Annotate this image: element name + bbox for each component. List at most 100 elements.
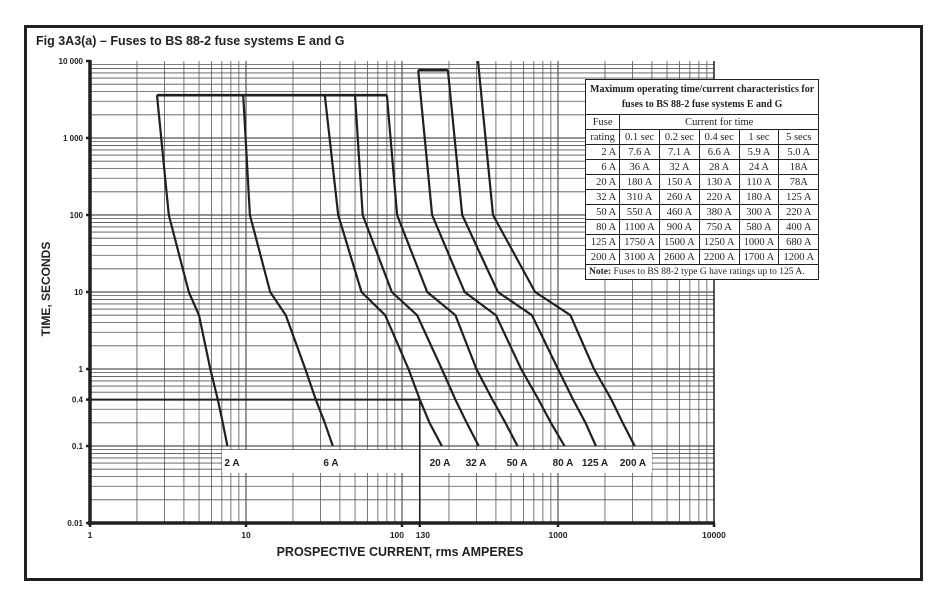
current-cell: 260 A (659, 189, 700, 205)
table-row: 20 A 180 A 150 A 130 A 110 A 78A (584, 174, 820, 190)
curve-label: 32 A (466, 458, 487, 469)
current-cell: 1200 A (778, 249, 820, 265)
y-tick-label: 0.1 (72, 442, 84, 451)
curve-label-band (222, 450, 652, 473)
figure-title: Fig 3A3(a) – Fuses to BS 88-2 fuse syste… (36, 34, 345, 48)
table-row: 200 A 3100 A 2600 A 2200 A 1700 A 1200 A (584, 249, 820, 265)
y-tick-label: 0.01 (67, 519, 83, 528)
fuse-rating-cell: 20 A (584, 174, 621, 190)
current-cell: 18A (778, 159, 820, 175)
current-cell: 28 A (698, 159, 740, 175)
x-tick-label: 1 (88, 530, 93, 540)
current-cell: 3100 A (619, 249, 661, 265)
y-tick-label: 100 (70, 211, 84, 220)
current-cell: 300 A (738, 204, 780, 220)
caption-line-2: fuses to BS 88-2 fuse systems E and G (621, 99, 783, 110)
current-cell: 1750 A (619, 234, 661, 250)
fuse-curve-125a (446, 70, 597, 447)
note-text: Fuses to BS 88-2 type G have ratings up … (611, 266, 805, 277)
current-cell: 24 A (738, 159, 780, 175)
current-cell: 2600 A (659, 249, 700, 265)
current-cell: 1000 A (738, 234, 780, 250)
current-cell: 78A (778, 174, 820, 190)
y-tick-label: 1 000 (63, 134, 84, 143)
current-for-time-header: Current for time (619, 114, 820, 130)
curve-label: 200 A (620, 458, 646, 469)
current-cell: 180 A (738, 189, 780, 205)
column-header: 1 sec (738, 129, 780, 145)
table-row: 2 A 7.6 A 7.1 A 6.6 A 5.9 A 5.0 A (584, 144, 820, 160)
current-cell: 32 A (659, 159, 700, 175)
fuse-rating-cell: 200 A (584, 249, 621, 265)
x-axis-title: PROSPECTIVE CURRENT, rms AMPERES (276, 545, 524, 559)
figure-frame (24, 25, 923, 581)
current-cell: 36 A (619, 159, 661, 175)
current-cell: 380 A (698, 204, 740, 220)
fuse-curve-50a (385, 95, 519, 447)
column-header: 0.1 sec (619, 129, 661, 145)
fuse-curve-200a (476, 60, 636, 447)
y-tick-label: 10 (74, 288, 83, 297)
curve-label: 125 A (582, 458, 608, 469)
current-cell: 220 A (778, 204, 820, 220)
fuse-rating-cell: 32 A (584, 189, 621, 205)
current-cell: 125 A (778, 189, 820, 205)
current-cell: 7.6 A (619, 144, 661, 160)
current-cell: 5.9 A (738, 144, 780, 160)
note-label: Note: (589, 266, 612, 277)
current-cell: 310 A (619, 189, 661, 205)
curve-label: 2 A (224, 458, 239, 469)
table-row: 32 A 310 A 260 A 220 A 180 A 125 A (584, 189, 820, 205)
current-cell: 1700 A (738, 249, 780, 265)
rating-header: rating (584, 129, 621, 145)
fuse-rating-cell: 6 A (584, 159, 621, 175)
characteristics-table: Maximum operating time/current character… (584, 79, 820, 280)
column-header: 5 secs (778, 129, 820, 145)
current-cell: 5.0 A (778, 144, 820, 160)
column-header: 0.2 sec (659, 129, 700, 145)
fuse-curve-80a (417, 70, 566, 447)
x-tick-label: 10 (241, 530, 251, 540)
fuse-curve-20a (323, 95, 443, 447)
column-header: 0.4 sec (698, 129, 740, 145)
table-note: Note: Fuses to BS 88-2 type G have ratin… (584, 264, 820, 280)
current-cell: 130 A (698, 174, 740, 190)
curve-label: 20 A (430, 458, 451, 469)
current-cell: 6.6 A (698, 144, 740, 160)
current-cell: 150 A (659, 174, 700, 190)
x-tick-label: 100 (390, 530, 404, 540)
x-tick-label: 10000 (702, 530, 726, 540)
fuse-rating-cell: 125 A (584, 234, 621, 250)
current-cell: 1250 A (698, 234, 740, 250)
current-cell: 220 A (698, 189, 740, 205)
y-tick-label: 0.4 (72, 396, 84, 405)
current-cell: 750 A (698, 219, 740, 235)
y-tick-label: 1 (79, 365, 84, 374)
current-cell: 2200 A (698, 249, 740, 265)
current-cell: 400 A (778, 219, 820, 235)
current-cell: 7.1 A (659, 144, 700, 160)
current-cell: 1500 A (659, 234, 700, 250)
fuse-rating-cell: 2 A (584, 144, 621, 160)
caption-line-1: Maximum operating time/current character… (590, 84, 815, 95)
fuse-rating-cell: 80 A (584, 219, 621, 235)
current-cell: 680 A (778, 234, 820, 250)
current-cell: 550 A (619, 204, 661, 220)
x-tick-label: 1000 (549, 530, 568, 540)
fuse-curve-2a (155, 95, 229, 447)
table-row: 125 A 1750 A 1500 A 1250 A 1000 A 680 A (584, 234, 820, 250)
fuse-curve-6a (242, 95, 334, 447)
table-row: 6 A 36 A 32 A 28 A 24 A 18A (584, 159, 820, 175)
current-cell: 460 A (659, 204, 700, 220)
table-caption: Maximum operating time/current character… (584, 79, 820, 115)
y-axis-title: TIME, SECONDS (39, 241, 53, 337)
x-tick-label: 130 (416, 530, 430, 540)
curve-label: 50 A (507, 458, 528, 469)
current-cell: 180 A (619, 174, 661, 190)
current-cell: 900 A (659, 219, 700, 235)
curve-label: 80 A (553, 458, 574, 469)
table-row: 50 A 550 A 460 A 380 A 300 A 220 A (584, 204, 820, 220)
fuse-rating-cell: 50 A (584, 204, 621, 220)
curve-label: 6 A (323, 458, 338, 469)
